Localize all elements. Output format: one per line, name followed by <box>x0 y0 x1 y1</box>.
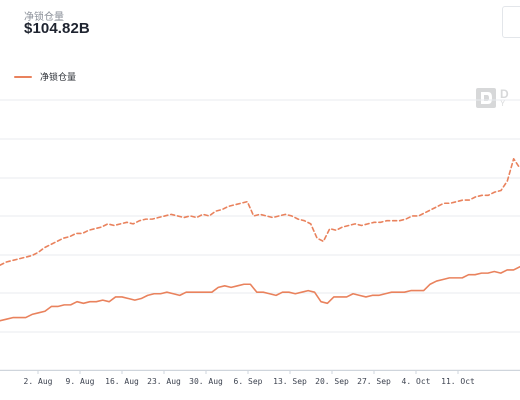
grid-layer <box>0 99 520 371</box>
series-line-solid <box>0 265 520 322</box>
watermark-text: D <box>500 87 509 101</box>
x-tick-label: 20. Sep <box>315 377 349 386</box>
x-tick-label: 4. Oct <box>402 377 431 386</box>
x-axis: 2. Aug 9. Aug 16. Aug 23. Aug 30. Aug 6. Sep 1… <box>0 370 520 386</box>
series-line-dashed <box>0 157 520 266</box>
series-layer <box>0 157 520 322</box>
x-tick-label: 23. Aug <box>147 377 181 386</box>
x-tick-label: 2. Aug <box>24 377 53 386</box>
x-tick-label: 13. Sep <box>273 377 307 386</box>
corner-control[interactable] <box>502 6 520 38</box>
x-tick-label: 27. Sep <box>357 377 391 386</box>
legend-label: 净锁仓量 <box>40 72 77 82</box>
metric-label: 净锁仓量 <box>24 12 64 23</box>
legend[interactable]: 净锁仓量 <box>14 70 76 83</box>
x-tick-label: 11. Oct <box>441 377 475 386</box>
metric-value: $104.82B <box>24 20 90 37</box>
x-tick-label: 6. Sep <box>234 377 263 386</box>
watermark-subtext: Y <box>500 99 506 108</box>
x-tick-label: 30. Aug <box>189 377 223 386</box>
x-tick-label: 16. Aug <box>105 377 139 386</box>
x-tick-label: 9. Aug <box>66 377 95 386</box>
legend-swatch <box>14 75 32 78</box>
